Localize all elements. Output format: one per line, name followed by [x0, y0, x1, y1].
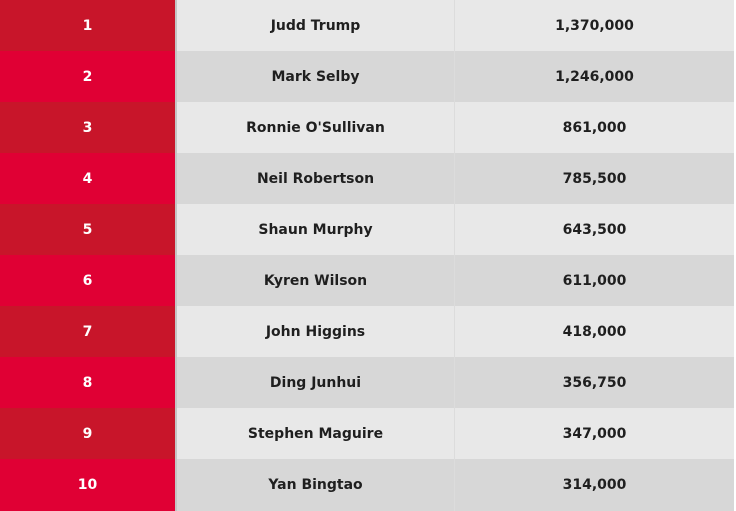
rank-cell: 4: [0, 153, 175, 204]
points-cell: 1,370,000: [455, 0, 734, 51]
table-row: 6 Kyren Wilson 611,000: [0, 255, 736, 306]
row-edge: [734, 357, 736, 408]
rank-cell: 8: [0, 357, 175, 408]
rank-cell: 6: [0, 255, 175, 306]
column-divider: [175, 357, 177, 408]
row-edge: [734, 408, 736, 459]
row-edge: [734, 255, 736, 306]
points-cell: 611,000: [455, 255, 734, 306]
rank-cell: 10: [0, 459, 175, 511]
player-name-cell: Stephen Maguire: [177, 408, 455, 459]
table-row: 7 John Higgins 418,000: [0, 306, 736, 357]
column-divider: [175, 459, 177, 511]
column-divider: [175, 408, 177, 459]
points-cell: 785,500: [455, 153, 734, 204]
points-cell: 643,500: [455, 204, 734, 255]
player-name-cell: Kyren Wilson: [177, 255, 455, 306]
player-name-cell: Mark Selby: [177, 51, 455, 102]
row-edge: [734, 0, 736, 51]
player-name-cell: Ding Junhui: [177, 357, 455, 408]
points-cell: 418,000: [455, 306, 734, 357]
points-cell: 1,246,000: [455, 51, 734, 102]
row-edge: [734, 306, 736, 357]
points-cell: 314,000: [455, 459, 734, 511]
player-name-cell: John Higgins: [177, 306, 455, 357]
row-edge: [734, 153, 736, 204]
column-divider: [175, 0, 177, 51]
row-edge: [734, 459, 736, 511]
player-name-cell: Neil Robertson: [177, 153, 455, 204]
column-divider: [175, 204, 177, 255]
table-row: 2 Mark Selby 1,246,000: [0, 51, 736, 102]
rank-cell: 3: [0, 102, 175, 153]
player-name-cell: Yan Bingtao: [177, 459, 455, 511]
rank-cell: 9: [0, 408, 175, 459]
column-divider: [175, 153, 177, 204]
table-row: 3 Ronnie O'Sullivan 861,000: [0, 102, 736, 153]
rank-cell: 2: [0, 51, 175, 102]
table-row: 8 Ding Junhui 356,750: [0, 357, 736, 408]
rank-cell: 7: [0, 306, 175, 357]
rank-cell: 5: [0, 204, 175, 255]
table-row: 5 Shaun Murphy 643,500: [0, 204, 736, 255]
column-divider: [175, 102, 177, 153]
rank-cell: 1: [0, 0, 175, 51]
player-name-cell: Judd Trump: [177, 0, 455, 51]
points-cell: 356,750: [455, 357, 734, 408]
row-edge: [734, 102, 736, 153]
column-divider: [175, 255, 177, 306]
table-row: 10 Yan Bingtao 314,000: [0, 459, 736, 511]
table-row: 1 Judd Trump 1,370,000: [0, 0, 736, 51]
points-cell: 861,000: [455, 102, 734, 153]
column-divider: [175, 51, 177, 102]
row-edge: [734, 204, 736, 255]
table-row: 4 Neil Robertson 785,500: [0, 153, 736, 204]
table-row: 9 Stephen Maguire 347,000: [0, 408, 736, 459]
row-edge: [734, 51, 736, 102]
player-name-cell: Shaun Murphy: [177, 204, 455, 255]
column-divider: [175, 306, 177, 357]
points-cell: 347,000: [455, 408, 734, 459]
player-name-cell: Ronnie O'Sullivan: [177, 102, 455, 153]
